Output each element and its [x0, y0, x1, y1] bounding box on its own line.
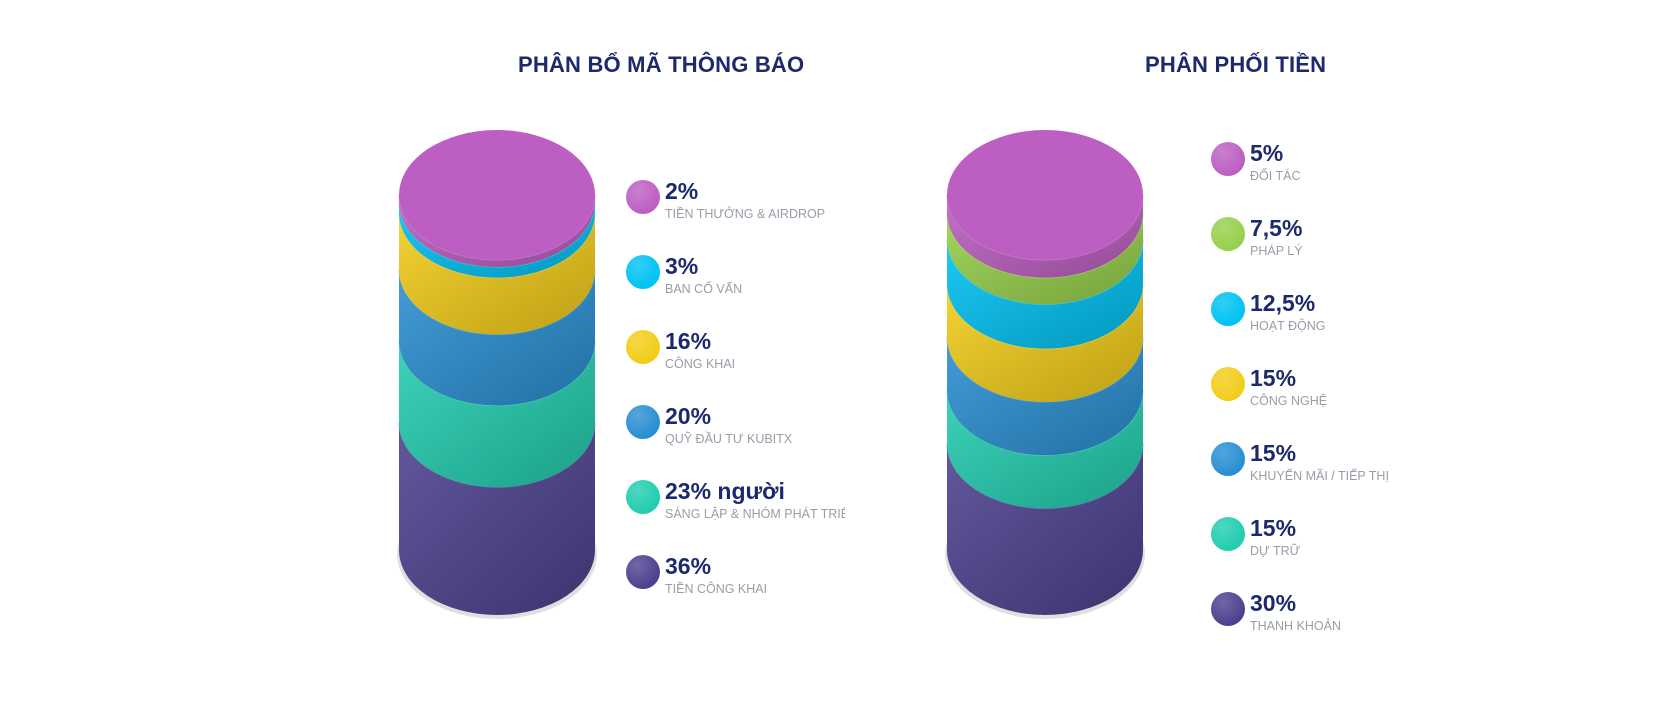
legend-value: 36%	[665, 553, 712, 579]
legend-label: ĐỐI TÁC	[1250, 169, 1301, 183]
token-allocation-panel: PHÂN BỔ MÃ THÔNG BÁO 2% TIỀN THƯỞNG & AIR…	[397, 52, 890, 628]
legend-label: TIỀN CÔNG KHAI	[665, 582, 768, 596]
cylinder-segment	[947, 443, 1143, 615]
legend-item: 15% CÔNG NGHỆ	[1211, 365, 1450, 440]
legend-label: PHÁP LÝ	[1250, 244, 1303, 258]
legend-color-dot	[1211, 217, 1245, 251]
legend-value: 23% người	[665, 478, 785, 504]
legend-label: KHUYẾN MÃI / TIẾP THỊ	[1250, 469, 1389, 483]
cylinder-segment	[399, 422, 595, 615]
legend-item: 16% CÔNG KHAI	[626, 328, 890, 403]
legend-item: 36% TIỀN CÔNG KHAI	[626, 553, 890, 628]
fund-distribution-panel: PHÂN PHỐI TIỀN 5% ĐỐI TÁC 7,5% PHÁP LÝ 12,…	[900, 0, 1665, 713]
cylinder-segment	[947, 239, 1143, 349]
legend-value: 15%	[1250, 365, 1297, 391]
cylinder-segment	[399, 340, 595, 488]
legend-value: 15%	[1250, 515, 1297, 541]
fund-distribution-legend: 5% ĐỐI TÁC 7,5% PHÁP LÝ 12,5% HOẠT ĐỘNG 15%…	[1211, 140, 1450, 665]
legend-value: 20%	[665, 403, 712, 429]
cylinder-segment	[399, 212, 595, 335]
cylinder-top-face	[947, 130, 1143, 260]
cylinder-segment	[947, 390, 1143, 509]
legend-label: TIỀN THƯỞNG & AIRDROP	[665, 207, 826, 221]
legend-item: 15% KHUYẾN MÃI / TIẾP THỊ	[1211, 440, 1450, 515]
legend-value: 3%	[665, 253, 699, 279]
legend-color-dot	[1211, 592, 1245, 626]
legend-item: 2% TIỀN THƯỞNG & AIRDROP	[626, 178, 890, 253]
legend-value: 30%	[1250, 590, 1297, 616]
cylinder-segment	[947, 195, 1143, 278]
legend-color-dot	[1211, 517, 1245, 551]
legend-color-dot	[626, 555, 660, 589]
cylinder-segment	[947, 212, 1143, 305]
legend-color-dot	[1211, 292, 1245, 326]
legend-color-dot	[626, 405, 660, 439]
legend-color-dot	[626, 255, 660, 289]
legend-label: CÔNG KHAI	[665, 357, 736, 371]
legend-color-dot	[626, 180, 660, 214]
legend-color-dot	[1211, 442, 1245, 476]
legend-value: 12,5%	[1250, 290, 1316, 316]
legend-color-dot	[626, 480, 660, 514]
cylinder-top-face	[399, 130, 595, 260]
legend-label: CÔNG NGHỆ	[1250, 394, 1328, 408]
legend-label: HOẠT ĐỘNG	[1250, 319, 1326, 333]
legend-item: 7,5% PHÁP LÝ	[1211, 215, 1450, 290]
legend-value: 7,5%	[1250, 215, 1303, 241]
token-allocation-legend: 2% TIỀN THƯỞNG & AIRDROP 3% BAN CỐ VẤN 16%…	[626, 178, 890, 628]
legend-color-dot	[626, 330, 660, 364]
legend-item: 15% DỰ TRỮ	[1211, 515, 1450, 590]
legend-item: 3% BAN CỐ VẤN	[626, 253, 890, 328]
cylinder-segment	[399, 269, 595, 406]
chart-title: PHÂN PHỐI TIỀN	[1145, 52, 1327, 77]
legend-value: 2%	[665, 178, 699, 204]
chart-title: PHÂN BỔ MÃ THÔNG BÁO	[518, 52, 805, 77]
legend-value: 5%	[1250, 140, 1284, 166]
fund-distribution-cylinder	[945, 130, 1145, 619]
legend-label: SÁNG LẬP & NHÓM PHÁT TRIỂ	[665, 507, 845, 521]
legend-color-dot	[1211, 142, 1245, 176]
legend-item: 12,5% HOẠT ĐỘNG	[1211, 290, 1450, 365]
legend-label: DỰ TRỮ	[1250, 544, 1301, 558]
legend-label: QUỸ ĐẦU TƯ KUBITX	[665, 432, 793, 446]
legend-value: 16%	[665, 328, 712, 354]
legend-label: THANH KHOẢN	[1250, 619, 1341, 633]
legend-item: 5% ĐỐI TÁC	[1211, 140, 1450, 215]
legend-item: 23% người SÁNG LẬP & NHÓM PHÁT TRIỂ	[626, 478, 890, 553]
legend-label: BAN CỐ VẤN	[665, 282, 743, 296]
cylinder-segment	[947, 283, 1143, 402]
legend-value: 15%	[1250, 440, 1297, 466]
legend-item: 30% THANH KHOẢN	[1211, 590, 1450, 665]
legend-color-dot	[1211, 367, 1245, 401]
cylinder-segment	[947, 337, 1143, 456]
token-allocation-cylinder	[397, 130, 597, 619]
legend-item: 20% QUỸ ĐẦU TƯ KUBITX	[626, 403, 890, 478]
